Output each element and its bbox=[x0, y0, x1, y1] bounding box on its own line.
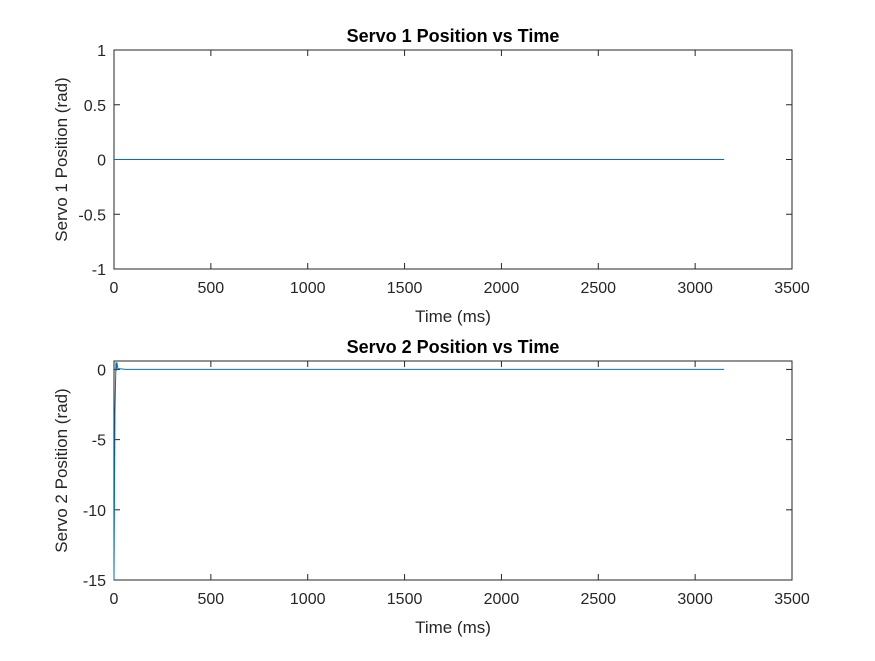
x-tick-label: 1000 bbox=[290, 591, 326, 608]
x-axis-label: Time (ms) bbox=[415, 307, 491, 326]
y-axis-label: Servo 2 Position (rad) bbox=[52, 388, 71, 552]
y-tick-label: -5 bbox=[92, 433, 106, 450]
x-tick-label: 2500 bbox=[580, 591, 616, 608]
series-line-2-1 bbox=[113, 362, 725, 581]
y-axis-label: Servo 1 Position (rad) bbox=[52, 77, 71, 241]
y-tick-label: 0 bbox=[97, 153, 106, 170]
y-tick-label: -0.5 bbox=[78, 207, 106, 224]
x-tick-label: 1000 bbox=[290, 280, 326, 297]
x-tick-label: 1500 bbox=[387, 280, 423, 297]
x-tick-label: 2000 bbox=[484, 280, 520, 297]
x-tick-label: 2500 bbox=[580, 280, 616, 297]
y-tick-label: -10 bbox=[83, 503, 106, 520]
y-tick-label: 0 bbox=[97, 362, 106, 379]
y-tick-label: -15 bbox=[83, 573, 106, 590]
x-tick-label: 3000 bbox=[677, 280, 713, 297]
chart-title: Servo 2 Position vs Time bbox=[347, 337, 560, 357]
x-axis-label: Time (ms) bbox=[415, 618, 491, 637]
y-tick-label: -1 bbox=[92, 262, 106, 279]
plot-area-2 bbox=[113, 360, 793, 581]
x-tick-label: 2000 bbox=[484, 591, 520, 608]
x-tick-label: 3500 bbox=[774, 280, 810, 297]
subplot-1: 0 500 1000 1500 2000 2500 3000 3500 -1 -0.5 0 0.5 1 S… bbox=[52, 26, 810, 326]
y-tick-label: 1 bbox=[97, 43, 106, 60]
x-tick-label: 0 bbox=[110, 591, 119, 608]
x-tick-label: 0 bbox=[110, 280, 119, 297]
x-tick-label: 3000 bbox=[677, 591, 713, 608]
x-tick-label: 1500 bbox=[387, 591, 423, 608]
y-tick-label: 0.5 bbox=[84, 98, 106, 115]
subplot-2: 0 500 1000 1500 2000 2500 3000 3500 -15 -10 -5 0 Ser… bbox=[52, 337, 810, 637]
x-tick-label: 500 bbox=[198, 280, 225, 297]
x-tick-label: 3500 bbox=[774, 591, 810, 608]
x-tick-label: 500 bbox=[198, 591, 225, 608]
chart-title: Servo 1 Position vs Time bbox=[347, 26, 560, 46]
